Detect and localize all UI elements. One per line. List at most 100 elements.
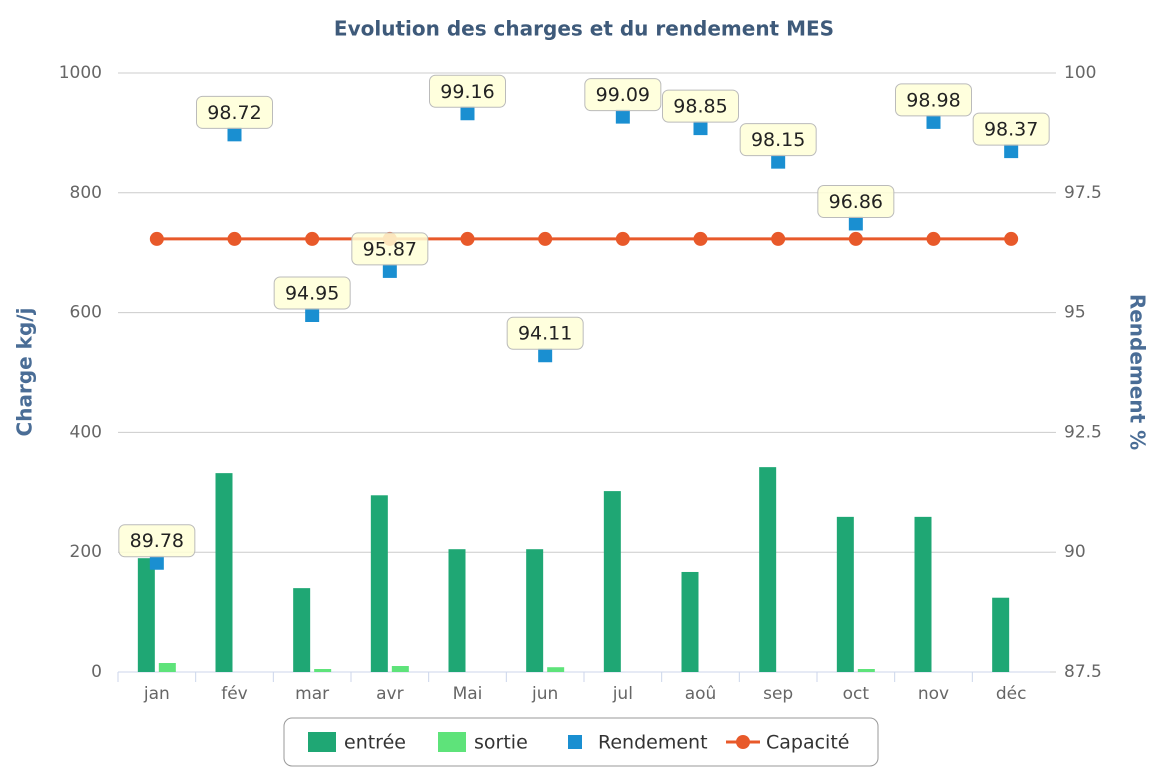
data-label: 99.09 xyxy=(596,84,650,106)
bar xyxy=(448,549,466,672)
data-label-box xyxy=(584,78,662,112)
line-point xyxy=(926,231,941,246)
x-tick-label: jul xyxy=(612,684,633,704)
legend-label: Capacité xyxy=(766,732,849,754)
data-label-box xyxy=(817,184,895,218)
marker xyxy=(382,263,397,278)
data-label-box xyxy=(972,112,1050,146)
bar xyxy=(370,495,388,672)
y-tick-label: 1000 xyxy=(59,63,102,83)
line-point xyxy=(460,231,475,246)
line-point xyxy=(305,231,320,246)
data-label-box xyxy=(429,74,506,108)
data-label: 98.72 xyxy=(207,102,261,124)
bar xyxy=(158,663,176,672)
y2-axis-title: Rendement % xyxy=(1126,294,1150,450)
line-point xyxy=(771,231,786,246)
legend-swatch xyxy=(438,732,466,752)
bar xyxy=(547,667,565,672)
data-label-box xyxy=(351,232,429,266)
legend-swatch xyxy=(568,735,582,749)
data-label-box xyxy=(118,524,196,558)
data-label-box xyxy=(739,123,817,157)
bar xyxy=(914,516,932,672)
bar xyxy=(137,558,155,672)
legend-swatch xyxy=(308,732,336,752)
chart-title: Evolution des charges et du rendement ME… xyxy=(334,17,834,41)
line-point xyxy=(1004,231,1019,246)
line-point xyxy=(149,231,164,246)
marker xyxy=(926,114,941,129)
x-tick-label: oct xyxy=(843,684,870,704)
data-label-box xyxy=(662,89,739,123)
data-label: 98.15 xyxy=(751,129,805,151)
marker xyxy=(149,555,164,570)
y-tick-label: 400 xyxy=(70,422,102,442)
bar xyxy=(526,549,544,672)
marker xyxy=(1004,144,1019,159)
y2-tick-label: 95 xyxy=(1064,303,1086,323)
marker xyxy=(538,348,553,363)
y-tick-label: 200 xyxy=(70,542,102,562)
marker xyxy=(693,121,708,136)
x-tick-label: déc xyxy=(996,684,1027,704)
bar xyxy=(992,597,1010,672)
bar xyxy=(759,467,777,672)
y2-tick-label: 92.5 xyxy=(1064,422,1102,442)
legend-label: entrée xyxy=(344,732,406,754)
y-tick-label: 800 xyxy=(70,183,102,203)
data-label: 94.11 xyxy=(518,323,572,345)
bar xyxy=(391,666,409,672)
data-label: 98.98 xyxy=(906,89,960,111)
x-tick-label: jan xyxy=(143,684,170,704)
data-label: 89.78 xyxy=(130,530,184,552)
y2-tick-label: 90 xyxy=(1064,542,1086,562)
marker xyxy=(227,127,242,142)
x-tick-label: Mai xyxy=(453,684,483,704)
y-tick-label: 600 xyxy=(70,303,102,323)
line-point xyxy=(693,231,708,246)
data-label: 94.95 xyxy=(285,282,339,304)
marker xyxy=(305,307,320,322)
y-tick-label: 0 xyxy=(91,662,102,682)
x-tick-label: nov xyxy=(918,684,949,704)
line-point xyxy=(227,231,242,246)
x-tick-label: avr xyxy=(376,684,403,704)
legend-label: Rendement xyxy=(598,732,708,754)
x-tick-label: fév xyxy=(221,684,248,704)
data-label: 96.86 xyxy=(829,191,883,213)
line-point xyxy=(848,231,863,246)
data-label: 98.85 xyxy=(673,96,727,118)
bar xyxy=(836,516,854,672)
x-tick-label: aoû xyxy=(685,684,717,704)
x-tick-label: sep xyxy=(763,684,793,704)
bar xyxy=(603,491,621,672)
marker xyxy=(615,109,630,124)
bar xyxy=(215,473,233,672)
bar xyxy=(857,669,875,672)
y2-tick-label: 87.5 xyxy=(1064,662,1102,682)
line-point xyxy=(615,231,630,246)
marker xyxy=(460,106,475,121)
bar xyxy=(681,571,699,672)
x-tick-label: mar xyxy=(295,684,329,704)
data-label: 99.16 xyxy=(440,81,494,103)
data-label-box xyxy=(506,316,584,350)
marker xyxy=(771,154,786,169)
data-label: 95.87 xyxy=(363,238,417,260)
marker xyxy=(848,216,863,231)
y-axis-title: Charge kg/j xyxy=(13,308,37,437)
data-label-box xyxy=(895,83,972,117)
y2-tick-label: 97.5 xyxy=(1064,183,1102,203)
data-label-box xyxy=(196,95,273,129)
bar xyxy=(293,588,311,672)
line-point xyxy=(538,231,553,246)
legend-label: sortie xyxy=(474,732,528,754)
y2-tick-label: 100 xyxy=(1064,63,1096,83)
data-label-box xyxy=(273,276,351,310)
legend-swatch xyxy=(736,735,750,749)
x-tick-label: jun xyxy=(531,684,558,704)
data-label: 98.37 xyxy=(984,119,1038,141)
bar xyxy=(314,669,332,672)
